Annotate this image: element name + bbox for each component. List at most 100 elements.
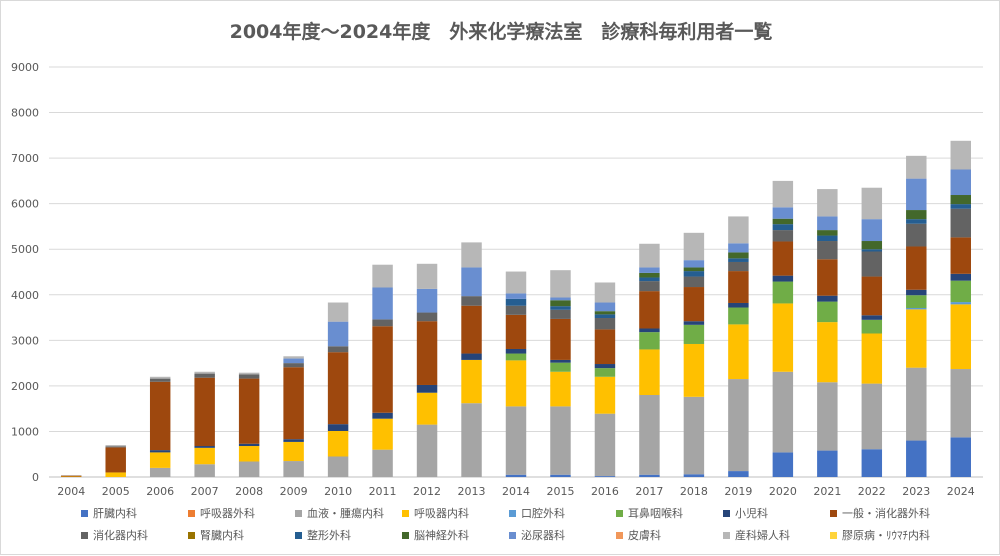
bar-segment [862, 219, 882, 241]
legend: 肝臓内科呼吸器外科血液・腫瘍内科呼吸器内科口腔外科耳鼻咽喉科小児科一般・消化器外… [81, 506, 930, 542]
bar-segment [728, 252, 748, 258]
bar-segment [906, 295, 926, 308]
legend-swatch [295, 510, 302, 517]
legend-swatch [295, 532, 302, 539]
bar-segment [595, 318, 615, 329]
bar-segment [906, 246, 926, 289]
legend-item: 小児科 [723, 506, 768, 520]
y-tick-label: 7000 [11, 152, 39, 165]
legend-label: 泌尿器科 [521, 528, 565, 542]
x-tick-label: 2010 [324, 485, 352, 498]
x-tick-label: 2018 [680, 485, 708, 498]
legend-item: 泌尿器科 [509, 528, 565, 542]
bar-segment [194, 378, 214, 446]
legend-label: 産科婦人科 [735, 528, 790, 542]
bar-segment [728, 379, 748, 471]
bar-segment [684, 233, 704, 260]
x-tick-label: 2016 [591, 485, 619, 498]
bar-segment [283, 359, 303, 364]
bar-segment [639, 277, 659, 281]
bar-segment [150, 382, 170, 450]
x-tick-label: 2023 [902, 485, 930, 498]
bar-segment [461, 403, 481, 477]
legend-label: 皮膚科 [628, 528, 661, 542]
bar-segment [951, 170, 971, 196]
bar-segment [417, 264, 437, 289]
bar-segment [283, 461, 303, 477]
bar-segment [773, 372, 793, 453]
legend-label: 呼吸器外科 [200, 506, 255, 520]
bar-segment [906, 156, 926, 179]
y-tick-label: 5000 [11, 243, 39, 256]
bar-segment [951, 302, 971, 304]
bar-segment [506, 475, 526, 477]
bar-segment [328, 346, 348, 352]
bar-segment [550, 270, 570, 297]
bar-segment [639, 281, 659, 291]
bar-segment [150, 468, 170, 477]
bar-segment [150, 379, 170, 382]
legend-swatch [830, 510, 837, 517]
bar-segment [194, 448, 214, 464]
bar-segment [906, 309, 926, 367]
y-tick-label: 1000 [11, 425, 39, 438]
bar-segment [417, 393, 437, 425]
bar-segment [728, 303, 748, 308]
bar-segment [773, 219, 793, 224]
bar-segment [862, 241, 882, 249]
bar-segment [906, 219, 926, 224]
bar-segment [417, 385, 437, 393]
x-tick-label: 2017 [635, 485, 663, 498]
bar-segment [817, 322, 837, 382]
bar-segment [684, 325, 704, 344]
bar-segment [951, 237, 971, 273]
legend-swatch [402, 510, 409, 517]
bar-segment [239, 373, 259, 375]
x-tick-label: 2015 [546, 485, 574, 498]
legend-swatch [509, 532, 516, 539]
legend-swatch [188, 532, 195, 539]
bar-segment [728, 258, 748, 262]
bar-segment [595, 329, 615, 364]
bar-segment [239, 462, 259, 477]
bar-segment [906, 224, 926, 247]
legend-label: 膠原病・ﾘｳﾏﾁ内科 [842, 528, 930, 542]
bar-segment [550, 372, 570, 407]
bar-segment [728, 324, 748, 379]
bar-segment [728, 262, 748, 271]
bar-segment [595, 303, 615, 312]
legend-label: 呼吸器内科 [414, 506, 469, 520]
bar-segment [817, 236, 837, 241]
bar-segment [105, 472, 125, 477]
bar-segment [150, 377, 170, 379]
bar-segment [817, 451, 837, 477]
bar-segment [684, 344, 704, 397]
bar-segment [684, 397, 704, 474]
bar-segment [239, 379, 259, 444]
bar-segment [372, 265, 392, 288]
bar-segment [283, 442, 303, 461]
x-tick-label: 2011 [369, 485, 397, 498]
bar-segment [951, 141, 971, 170]
bar-segment [550, 363, 570, 372]
bar-segment [773, 282, 793, 304]
bar-segment [372, 419, 392, 450]
bar-segment [506, 360, 526, 406]
bar-segment [595, 364, 615, 368]
bar-segment [417, 425, 437, 477]
legend-label: 一般・消化器外科 [842, 506, 930, 520]
bar-segment [639, 475, 659, 477]
bar-segment [773, 181, 793, 207]
bar-segment [684, 267, 704, 271]
bar-segment [461, 267, 481, 296]
bar-segment [684, 321, 704, 325]
legend-label: 口腔外科 [521, 506, 565, 520]
bar-segment [239, 375, 259, 379]
bar-segment [461, 296, 481, 306]
bar-segment [595, 377, 615, 414]
bar-segment [951, 281, 971, 302]
bar-segment [506, 315, 526, 349]
legend-item: 皮膚科 [616, 528, 661, 542]
legend-swatch [188, 510, 195, 517]
legend-label: 小児科 [735, 506, 768, 520]
